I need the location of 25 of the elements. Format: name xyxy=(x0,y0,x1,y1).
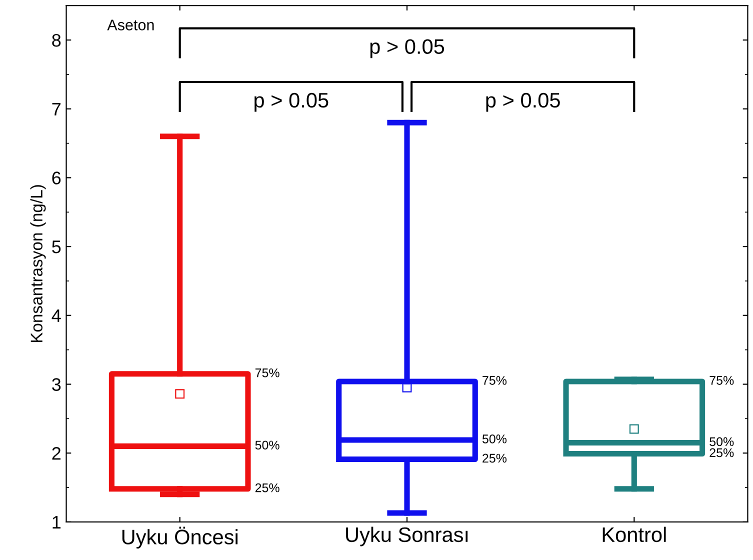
y-tick-label: 8 xyxy=(52,34,61,47)
annotation: p > 0.05 xyxy=(254,92,328,112)
annotation: 25% xyxy=(482,454,507,463)
x-tick-label: Uyku Sonrası xyxy=(346,526,468,546)
annotation: p > 0.05 xyxy=(486,92,560,112)
y-tick-label: 2 xyxy=(52,447,60,460)
y-tick-label: 7 xyxy=(52,102,60,116)
annotation: 50% xyxy=(482,434,507,444)
annotation: 75% xyxy=(710,376,734,385)
annotation: 50% xyxy=(710,437,734,446)
annotation: 50% xyxy=(255,440,280,450)
y-tick-label: 4 xyxy=(52,310,61,322)
x-tick-label: Uyku Öncesi xyxy=(122,526,238,549)
x-tick-label: Kontrol xyxy=(602,526,666,542)
y-tick-label: 1 xyxy=(52,516,61,528)
annotation: p > 0.05 xyxy=(370,39,444,58)
y-tick-label: 5 xyxy=(52,240,61,254)
y-tick-label: 3 xyxy=(52,378,61,391)
annotation: 75% xyxy=(482,376,507,385)
annotation: 25% xyxy=(710,448,734,458)
y-tick-label: 6 xyxy=(52,172,61,184)
annotation: 75% xyxy=(255,368,280,378)
annotation: Aseton xyxy=(107,20,154,30)
y-axis-title: Konsantrasyon (ng/L) xyxy=(30,185,46,342)
annotation: 25% xyxy=(255,483,280,492)
